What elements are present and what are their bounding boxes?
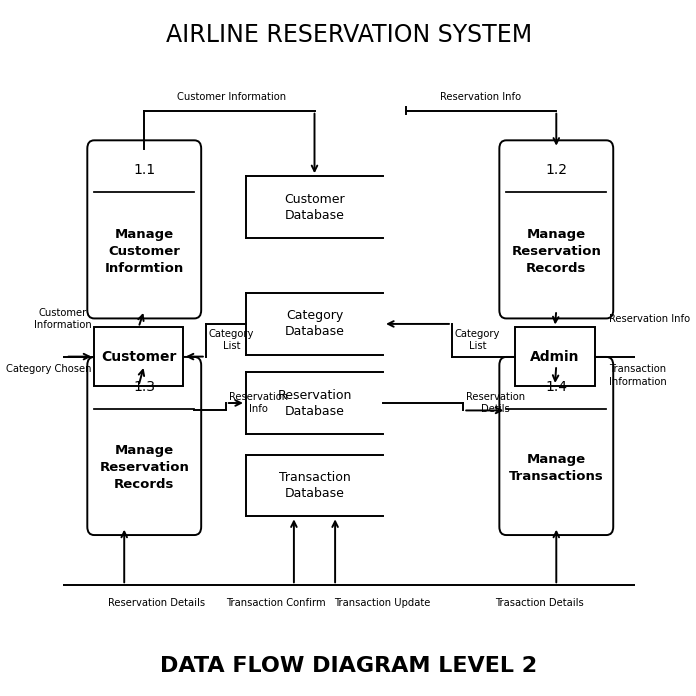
Text: Reservation
Info: Reservation Info: [229, 392, 287, 415]
Bar: [515, 327, 595, 386]
Text: Manage
Reservation
Records: Manage Reservation Records: [512, 228, 601, 275]
Text: Manage
Transactions: Manage Transactions: [509, 453, 603, 483]
Text: Reservation Info: Reservation Info: [440, 92, 521, 102]
FancyBboxPatch shape: [87, 141, 201, 319]
Text: Transaction
Database: Transaction Database: [278, 471, 350, 500]
Text: Reservation
Database: Reservation Database: [277, 388, 351, 418]
Text: Category Chosen: Category Chosen: [6, 363, 91, 374]
Text: Category
List: Category List: [454, 329, 500, 351]
FancyBboxPatch shape: [499, 357, 613, 535]
Bar: [94, 327, 183, 386]
Text: Trasaction Details: Trasaction Details: [495, 598, 583, 608]
Text: Customer: Customer: [101, 349, 176, 363]
Text: Transaction Update: Transaction Update: [335, 598, 431, 608]
Text: DATA FLOW DIAGRAM LEVEL 2: DATA FLOW DIAGRAM LEVEL 2: [160, 656, 537, 676]
Text: Customer
Database: Customer Database: [284, 193, 345, 221]
Text: Reservation Details: Reservation Details: [109, 598, 205, 608]
Text: Manage
Reservation
Records: Manage Reservation Records: [100, 444, 189, 491]
Text: 1.3: 1.3: [133, 380, 155, 394]
Text: 1.2: 1.2: [545, 164, 567, 177]
Text: Admin: Admin: [530, 349, 580, 363]
Text: Transaction
Information: Transaction Information: [609, 364, 667, 387]
Text: Customer
Information: Customer Information: [33, 308, 91, 330]
Text: Reservation
Detils: Reservation Detils: [466, 392, 525, 415]
Text: 1.4: 1.4: [545, 380, 567, 394]
FancyBboxPatch shape: [87, 357, 201, 535]
Text: Category
List: Category List: [209, 329, 254, 351]
Text: AIRLINE RESERVATION SYSTEM: AIRLINE RESERVATION SYSTEM: [166, 23, 532, 47]
Text: Customer Information: Customer Information: [177, 92, 286, 102]
FancyBboxPatch shape: [499, 141, 613, 319]
Text: Reservation Info: Reservation Info: [609, 314, 690, 324]
Text: Manage
Customer
Informtion: Manage Customer Informtion: [104, 228, 184, 275]
Text: Transaction Confirm: Transaction Confirm: [226, 598, 326, 608]
Text: 1.1: 1.1: [133, 164, 155, 177]
Text: Category
Database: Category Database: [285, 310, 345, 338]
